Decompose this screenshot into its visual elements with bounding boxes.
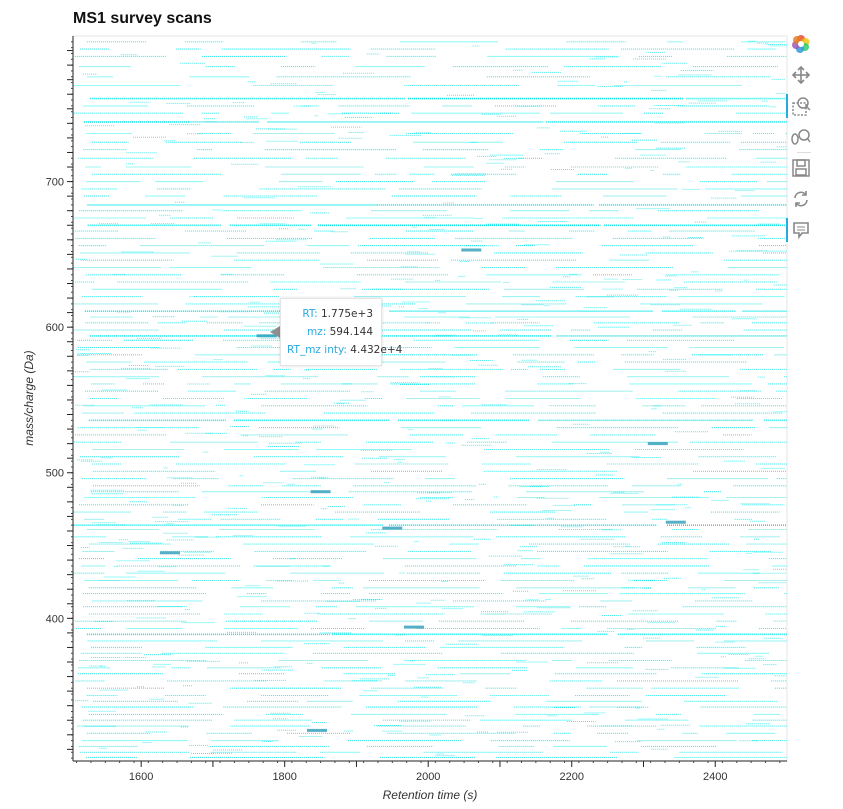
x-tick-label: 2200	[559, 771, 583, 783]
ms1-dense-peak	[382, 526, 403, 530]
ms1-dense-peak	[403, 625, 424, 629]
x-tick-label: 1800	[272, 771, 296, 783]
y-tick-label: 400	[46, 613, 64, 625]
bokeh-logo-icon[interactable]	[786, 32, 816, 56]
tooltip-row-inty: RT_mz inty: 4.432e+4	[287, 341, 402, 359]
ms1-dense-peak	[159, 551, 180, 555]
y-axis-label: mass/charge (Da)	[22, 350, 36, 445]
ms1-dense-peak	[256, 334, 277, 338]
tooltip-inty-label: RT_mz inty:	[287, 344, 347, 356]
chart-title: MS1 survey scans	[73, 10, 212, 27]
plot-toolbar	[786, 32, 818, 249]
pan-icon[interactable]	[786, 63, 816, 87]
ms1-dense-peak	[307, 728, 327, 732]
tooltip-rt-label: RT:	[302, 308, 318, 320]
tooltip-mz-label: mz:	[306, 326, 327, 338]
tooltip-rt-value: 1.775e+3	[321, 308, 373, 320]
ms1-dense-peak	[665, 520, 686, 524]
tooltip-row-mz: mz: 594.144	[287, 323, 373, 341]
ms1-dense-peak	[461, 248, 482, 252]
y-tick-label: 600	[46, 322, 64, 334]
save-icon[interactable]	[786, 156, 816, 180]
x-axis-label: Retention time (s)	[383, 788, 478, 802]
tooltip-mz-value: 594.144	[329, 326, 373, 338]
box-zoom-icon[interactable]	[786, 94, 816, 118]
hover-tooltip: RT: 1.775e+3 mz: 594.144 RT_mz inty: 4.4…	[280, 298, 402, 366]
plot-frame	[72, 35, 788, 762]
reset-icon[interactable]	[786, 187, 816, 211]
x-tick-label: 2400	[703, 771, 727, 783]
tooltip-inty-value: 4.432e+4	[350, 344, 403, 356]
toolbar-divider	[797, 152, 811, 153]
y-tick-label: 500	[46, 468, 64, 480]
y-axis: 400 500 600 700	[46, 36, 74, 761]
x-tick-label: 2000	[416, 771, 440, 783]
x-axis: 1600 1800 2000 2200 2400	[73, 760, 787, 783]
x-tick-label: 1600	[129, 771, 153, 783]
hover-icon[interactable]	[786, 218, 816, 242]
tooltip-pointer	[270, 326, 280, 338]
y-tick-label: 700	[46, 177, 64, 189]
ms1-dense-peak	[310, 490, 331, 494]
ms1-dense-peak	[647, 442, 668, 446]
wheel-zoom-icon[interactable]	[786, 125, 816, 149]
tooltip-row-rt: RT: 1.775e+3	[287, 305, 373, 323]
scan-data	[73, 40, 787, 758]
